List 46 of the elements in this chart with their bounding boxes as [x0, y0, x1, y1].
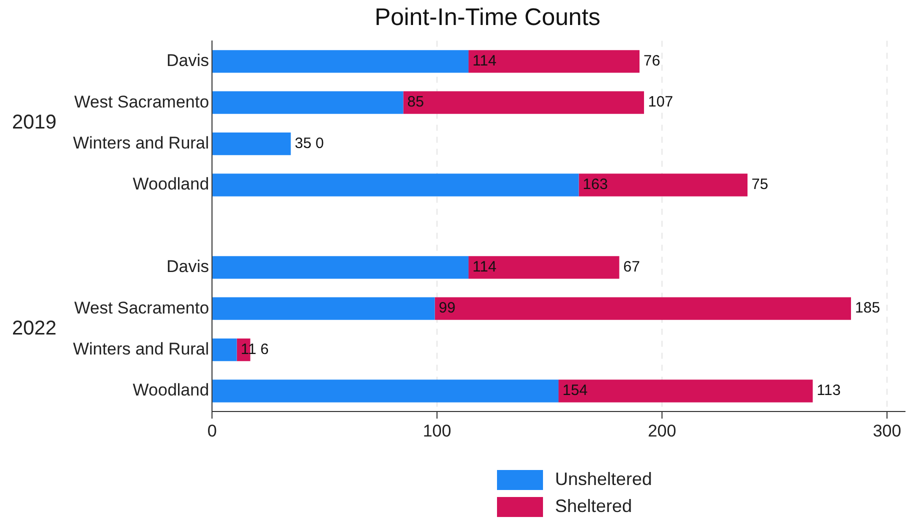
data-label: 6 — [260, 340, 269, 358]
text: 2019 — [12, 112, 56, 134]
bar — [434, 297, 852, 320]
y-tick-label: Winters and Rural — [72, 133, 210, 152]
bar — [212, 50, 469, 73]
bar — [578, 174, 748, 196]
bar — [468, 50, 640, 73]
chart-title: Point-In-Time Counts — [374, 4, 600, 32]
data-label: 0 — [315, 134, 324, 152]
legend-label: Sheltered — [555, 496, 632, 517]
x-tick-label: 200 — [648, 421, 676, 440]
bar — [212, 174, 579, 196]
y-tick-label: Davis — [166, 257, 210, 276]
bar — [558, 380, 813, 402]
y-tick-label: Woodland — [132, 380, 210, 400]
bar — [468, 256, 620, 279]
bar — [212, 132, 291, 156]
y-tick-label: West Sacramento — [74, 298, 210, 318]
y-tick-label: Winters and Rural — [72, 339, 210, 358]
x-tick-label: 0 — [207, 421, 217, 440]
data-label: 154 — [562, 382, 588, 400]
bar — [403, 91, 644, 114]
data-label: 113 — [816, 382, 841, 400]
data-label: 85 — [407, 94, 424, 111]
data-label: 76 — [644, 52, 660, 70]
y-tick-label: West Sacramento — [74, 92, 210, 112]
text: 2022 — [12, 318, 56, 340]
bar — [212, 91, 404, 114]
data-label: 35 — [294, 134, 312, 152]
y-tick-label: Woodland — [132, 174, 210, 194]
data-label: 163 — [582, 176, 608, 194]
data-label: 107 — [648, 94, 674, 111]
data-label: 67 — [623, 258, 640, 276]
data-label: 99 — [438, 300, 456, 317]
x-tick-label: 300 — [872, 421, 902, 440]
data-label: 114 — [472, 258, 496, 276]
data-label: 185 — [855, 300, 880, 317]
legend-label: Unsheltered — [555, 469, 652, 490]
bar — [212, 297, 435, 320]
y-tick-label: Davis — [166, 51, 210, 70]
x-tick-label: 100 — [422, 421, 452, 440]
bar — [212, 338, 237, 362]
bar — [212, 380, 559, 402]
data-label: 75 — [752, 176, 768, 194]
data-label: 114 — [472, 52, 496, 70]
bar — [212, 256, 469, 279]
